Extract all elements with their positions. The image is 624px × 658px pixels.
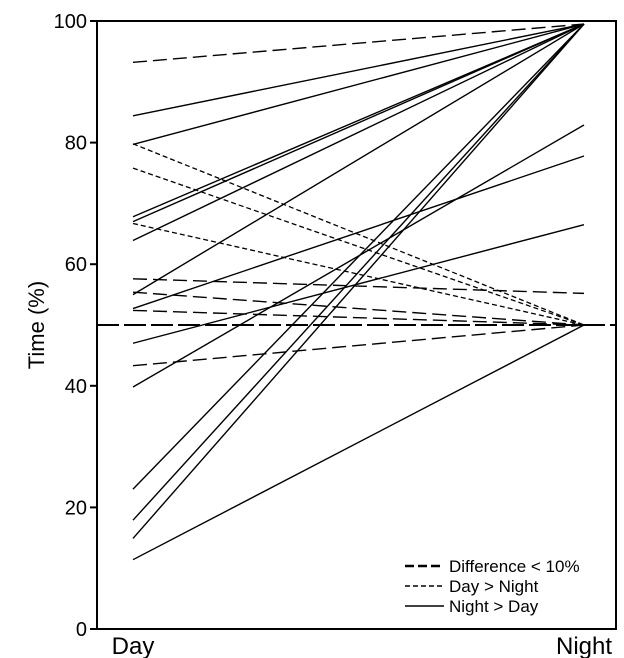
series-line-4 bbox=[132, 309, 585, 326]
series-line-21 bbox=[132, 324, 585, 561]
series-line-13 bbox=[132, 23, 585, 242]
plot-frame bbox=[96, 20, 617, 630]
y-axis-ticks: 0 20 40 60 80 100 bbox=[54, 11, 97, 641]
y-tick-label: 80 bbox=[65, 133, 87, 155]
y-tick-label: 20 bbox=[65, 497, 87, 519]
y-tick-label: 60 bbox=[65, 254, 87, 276]
x-tick-label-day: Day bbox=[112, 633, 155, 658]
x-tick-label-night: Night bbox=[556, 633, 612, 658]
series-line-18 bbox=[132, 23, 585, 490]
series-line-3 bbox=[132, 291, 585, 326]
x-axis-ticks: Day Night bbox=[112, 633, 613, 658]
series-line-5 bbox=[132, 324, 585, 367]
series-line-1 bbox=[132, 23, 585, 64]
legend-label: Night > Day bbox=[449, 597, 539, 616]
series-line-8 bbox=[132, 222, 585, 326]
y-tick-label: 0 bbox=[76, 619, 87, 641]
series-line-12 bbox=[132, 23, 585, 223]
series-line-14 bbox=[132, 23, 585, 296]
series-line-20 bbox=[132, 23, 585, 539]
legend-label: Day > Night bbox=[449, 577, 539, 596]
series-line-2 bbox=[132, 278, 585, 295]
legend-label: Difference < 10% bbox=[449, 557, 580, 576]
series-line-9 bbox=[132, 23, 585, 117]
series-line-10 bbox=[132, 23, 585, 146]
series-line-19 bbox=[132, 23, 585, 521]
y-tick-label: 100 bbox=[54, 11, 87, 33]
series-line-6 bbox=[132, 143, 585, 326]
y-tick-label: 40 bbox=[65, 376, 87, 398]
chart-marks bbox=[97, 23, 616, 561]
series-line-15 bbox=[132, 155, 585, 310]
y-axis-label: Time (%) bbox=[24, 281, 49, 369]
series-line-11 bbox=[132, 23, 585, 218]
series-line-16 bbox=[132, 224, 585, 344]
